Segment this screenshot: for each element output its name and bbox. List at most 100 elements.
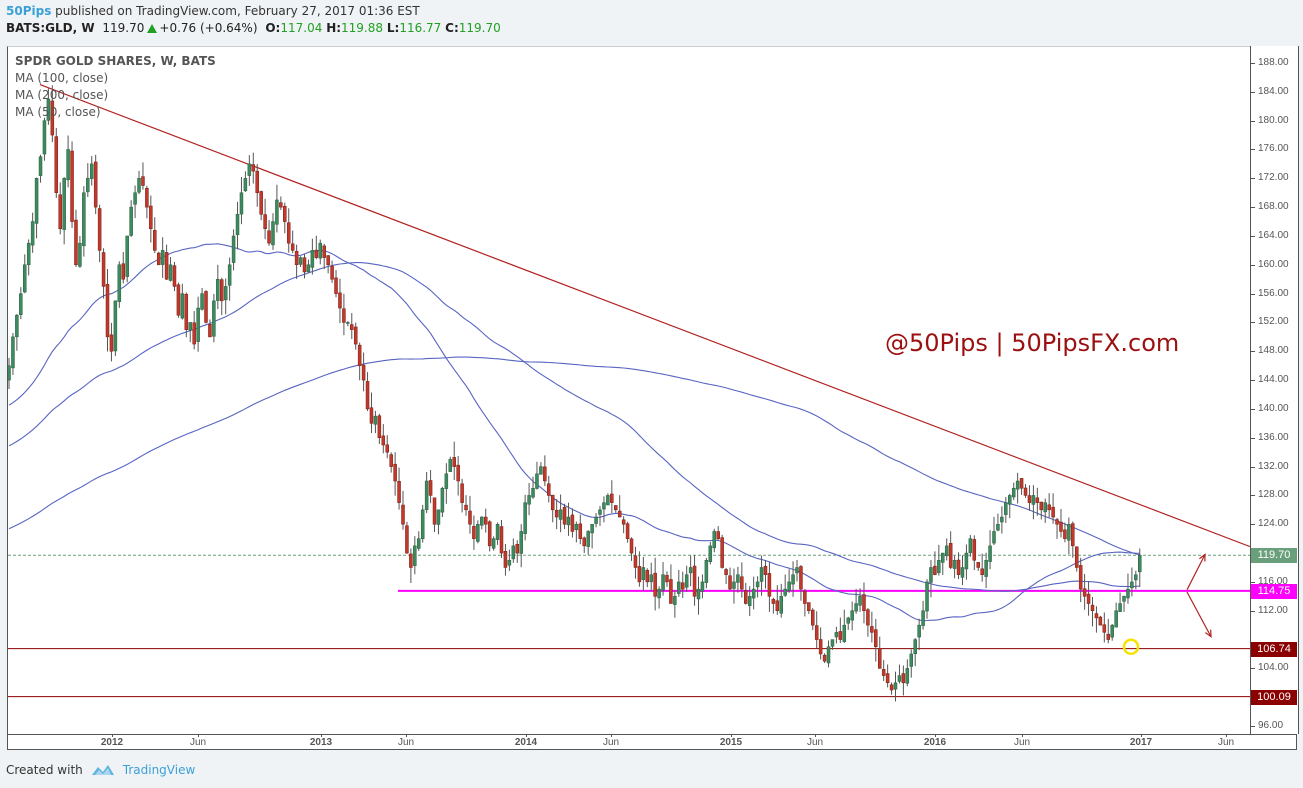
candle-down: [1106, 633, 1111, 640]
price-tick-mark: [1251, 524, 1255, 526]
candle-down: [338, 292, 342, 309]
candle-down: [1019, 478, 1024, 489]
candle-up: [759, 567, 764, 582]
candle-down: [901, 673, 906, 684]
candle-down: [744, 590, 748, 604]
candle-down: [342, 308, 346, 323]
candle-down: [1074, 546, 1079, 568]
price-tick-mark: [1251, 610, 1255, 612]
open-label: O:: [265, 21, 281, 35]
candle-up: [1130, 581, 1134, 589]
candle-down: [279, 202, 283, 208]
candle-down: [405, 525, 409, 554]
price-tick-mark: [1251, 63, 1255, 64]
time-tick-label: 2014: [514, 737, 538, 748]
candle-up: [243, 178, 248, 192]
price-tick-mark: [1251, 264, 1255, 266]
candle-up: [1043, 502, 1047, 513]
candle-down: [74, 219, 78, 266]
candle-down: [617, 510, 622, 518]
candle-down: [1035, 497, 1040, 503]
price-tick-label: 172.00: [1258, 172, 1289, 184]
candle-up: [688, 567, 693, 574]
candle-up: [86, 178, 90, 193]
candle-down: [172, 265, 177, 287]
author-link[interactable]: 50Pips: [6, 4, 52, 18]
candle-down: [176, 284, 181, 316]
candle-up: [925, 581, 929, 612]
candle-down: [464, 504, 468, 511]
time-tick-mark: [611, 734, 612, 737]
price-axis[interactable]: [1250, 46, 1299, 734]
candle-up: [19, 293, 23, 315]
candle-up: [113, 300, 118, 352]
candle-up: [8, 365, 11, 381]
candle-down: [692, 565, 697, 597]
candle-down: [1071, 523, 1075, 547]
candle-up: [38, 156, 43, 176]
candle-down: [1082, 588, 1087, 597]
tradingview-link[interactable]: TradingView: [122, 763, 196, 777]
candle-down: [740, 576, 744, 590]
price-tick-mark: [1251, 495, 1255, 497]
time-tick-label: Jun: [1217, 737, 1235, 748]
price-tick-label: 164.00: [1258, 229, 1289, 241]
candle-down: [50, 100, 55, 136]
candle-down: [369, 407, 374, 424]
candle-up: [708, 545, 713, 562]
candle-up: [905, 668, 910, 684]
candle-up: [641, 567, 646, 580]
close-value: 119.70: [458, 21, 501, 35]
candle-down: [350, 324, 354, 330]
legend-study-ma200[interactable]: MA (200, close): [15, 88, 109, 102]
candle-down: [263, 214, 267, 230]
candle-up: [696, 588, 701, 600]
open-value: 117.04: [280, 21, 323, 35]
candle-up: [893, 682, 898, 690]
candle-down: [487, 521, 492, 547]
candle-up: [1067, 523, 1071, 541]
candle-up: [779, 596, 783, 614]
candle-down: [428, 480, 433, 496]
time-axis[interactable]: [7, 734, 1297, 750]
candle-down: [204, 291, 208, 323]
candle-up: [200, 293, 204, 310]
candle-up: [34, 178, 39, 224]
legend-study-ma100[interactable]: MA (100, close): [15, 71, 109, 85]
price-tick-mark: [1251, 149, 1255, 151]
projection-arrow-down: [1186, 591, 1212, 637]
candle-down: [381, 435, 386, 446]
price-tick-label: 176.00: [1258, 143, 1289, 155]
candle-up: [511, 545, 516, 560]
chart-pane[interactable]: [7, 46, 1251, 735]
candle-up: [420, 509, 425, 540]
candle-down: [456, 464, 460, 482]
legend-study-ma50[interactable]: MA (50, close): [15, 105, 101, 119]
candle-down: [720, 537, 724, 568]
candle-down: [680, 582, 685, 590]
price-tick-label: 116.00: [1258, 575, 1288, 587]
candle-up: [78, 242, 82, 267]
candle-down: [980, 568, 984, 575]
candle-up: [424, 480, 429, 510]
candle-up: [235, 214, 240, 236]
time-tick-label: 2012: [100, 737, 124, 748]
candle-down: [220, 279, 224, 302]
candle-up: [909, 653, 914, 667]
high-label: H:: [326, 21, 342, 35]
candle-up: [751, 588, 756, 599]
candle-down: [881, 669, 886, 676]
candle-up: [846, 617, 850, 624]
price-tick-mark: [1251, 668, 1255, 670]
candle-up: [1015, 480, 1020, 490]
candle-down: [472, 526, 476, 539]
candle-down: [807, 602, 811, 611]
candle-up: [677, 581, 681, 594]
candle-down: [334, 277, 338, 294]
candle-up: [964, 552, 969, 570]
candle-up: [476, 523, 480, 542]
candle-up: [480, 516, 484, 526]
candle-down: [562, 507, 567, 525]
candle-up: [271, 221, 275, 246]
candle-up: [23, 264, 27, 293]
